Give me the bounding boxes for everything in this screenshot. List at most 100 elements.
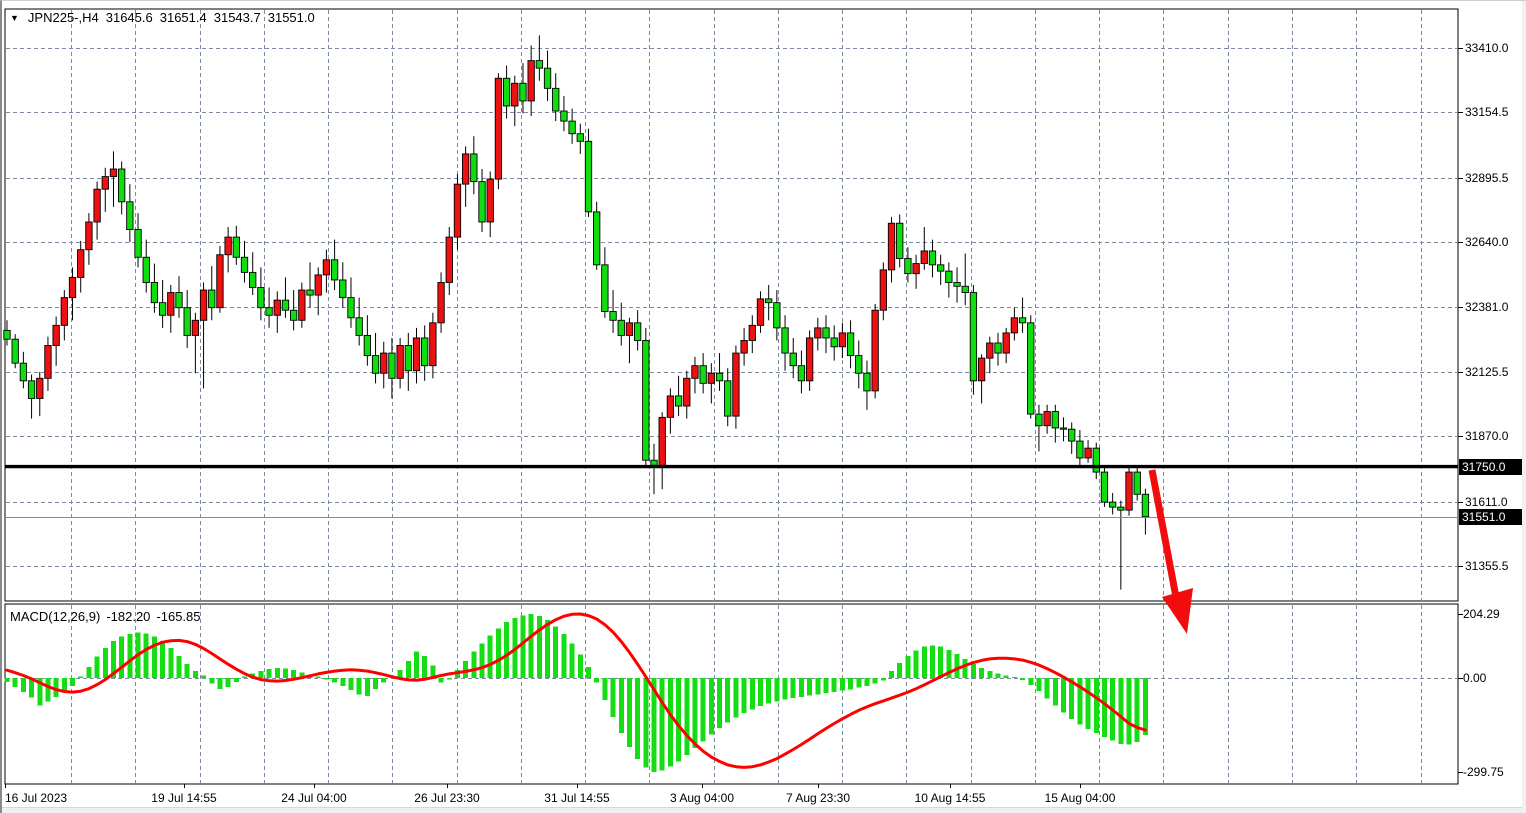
macd-histogram-bar: [970, 663, 976, 678]
macd-histogram-bar: [569, 643, 575, 678]
macd-histogram-bar: [987, 671, 993, 678]
candle-body: [838, 332, 847, 348]
candle: [920, 227, 928, 270]
candle-body: [953, 282, 961, 287]
macd-histogram-bar: [192, 671, 198, 678]
macd-histogram-bar: [1028, 678, 1034, 685]
candle: [543, 50, 552, 101]
candle-body: [977, 357, 986, 382]
candle: [208, 266, 216, 321]
candle: [249, 252, 257, 296]
candle-body: [199, 289, 208, 321]
candle-body: [1100, 471, 1109, 503]
candle: [306, 262, 314, 308]
macd-histogram-bar: [528, 613, 534, 678]
trend-arrow[interactable]: [1148, 469, 1193, 634]
candle-body: [527, 60, 535, 102]
macd-histogram-bar: [798, 678, 804, 697]
candle-body: [494, 77, 503, 180]
candle: [191, 312, 200, 374]
candle-body: [715, 372, 724, 382]
candle-body: [421, 337, 429, 367]
macd-histogram-bar: [348, 678, 354, 690]
candle-body: [339, 279, 347, 299]
macd-histogram-bar: [708, 678, 714, 735]
candle-body: [691, 365, 699, 379]
macd-histogram-bar: [381, 678, 387, 683]
macd-histogram-bar: [209, 678, 215, 684]
candle-body: [322, 259, 331, 276]
candle: [912, 254, 920, 289]
candle: [822, 315, 830, 354]
trend-arrow-shaft: [1148, 469, 1180, 598]
candle-body: [969, 292, 978, 382]
candle-body: [191, 319, 200, 336]
macd-name: MACD(12,26,9): [10, 609, 101, 624]
candle: [789, 337, 797, 379]
candle-body: [912, 263, 920, 275]
candle-body: [994, 342, 1002, 354]
candle-body: [216, 254, 224, 309]
ohlc-open-value: 31645.6: [105, 10, 153, 25]
candle: [363, 315, 372, 366]
macd-histogram-bar: [119, 636, 125, 678]
macd-histogram-bar: [1011, 677, 1017, 679]
candle: [281, 277, 290, 318]
candle-body: [1002, 332, 1010, 354]
candle: [298, 282, 306, 328]
price-tick-label: 31355.5: [1465, 559, 1509, 573]
candle: [19, 351, 28, 389]
macd-histogram-bar: [995, 673, 1001, 678]
candle-body: [1059, 427, 1068, 430]
macd-histogram-bar: [53, 678, 59, 697]
candle: [232, 225, 240, 265]
macd-histogram-bar: [94, 656, 100, 678]
candle: [896, 214, 904, 268]
candle: [101, 167, 109, 212]
candle: [1051, 404, 1059, 443]
macd-histogram-bar: [823, 678, 829, 694]
candle-body: [19, 362, 28, 382]
macd-histogram-bar: [610, 678, 616, 718]
candle-body: [748, 324, 756, 341]
time-tick-label: 16 Jul 2023: [5, 791, 68, 805]
candle: [683, 370, 691, 419]
ohlc-low-value: 31543.7: [213, 10, 261, 25]
candle: [1035, 404, 1043, 452]
candle-body: [486, 178, 494, 223]
macd-histogram-bar: [373, 678, 379, 689]
macd-histogram-bar: [692, 678, 698, 749]
candlesticks: [3, 35, 1150, 590]
candle-body: [560, 110, 568, 122]
candle-body: [290, 309, 298, 321]
macd-histogram-bar: [1126, 678, 1132, 745]
price-tick-label: 32640.0: [1465, 235, 1509, 250]
macd-histogram-bar: [577, 654, 583, 678]
candle: [1076, 429, 1084, 466]
candle-body: [699, 365, 707, 384]
candle: [830, 325, 838, 361]
macd-histogram-bar: [414, 651, 419, 678]
time-tick-label: 31 Jul 14:55: [544, 791, 610, 805]
candle-body: [1043, 411, 1051, 427]
candle: [609, 290, 617, 333]
macd-histogram-bar: [897, 662, 903, 678]
candle: [887, 216, 896, 283]
candle: [1027, 315, 1035, 419]
macd-histogram-bar: [323, 678, 329, 680]
macd-panel[interactable]: [4, 603, 1459, 785]
macd-histogram-bar: [1044, 678, 1050, 699]
candle: [44, 336, 52, 391]
axis-ticks: [5, 48, 1463, 788]
candle: [421, 325, 429, 381]
candle: [715, 353, 724, 391]
candle-body: [1125, 471, 1133, 511]
macd-histogram-bar: [979, 667, 985, 678]
panel-backgrounds: [4, 8, 1459, 785]
candle-body: [437, 282, 445, 324]
macd-histogram-bar: [78, 676, 84, 678]
candle-body: [429, 322, 437, 367]
candle: [740, 327, 748, 366]
macd-histogram-bar: [479, 643, 485, 678]
